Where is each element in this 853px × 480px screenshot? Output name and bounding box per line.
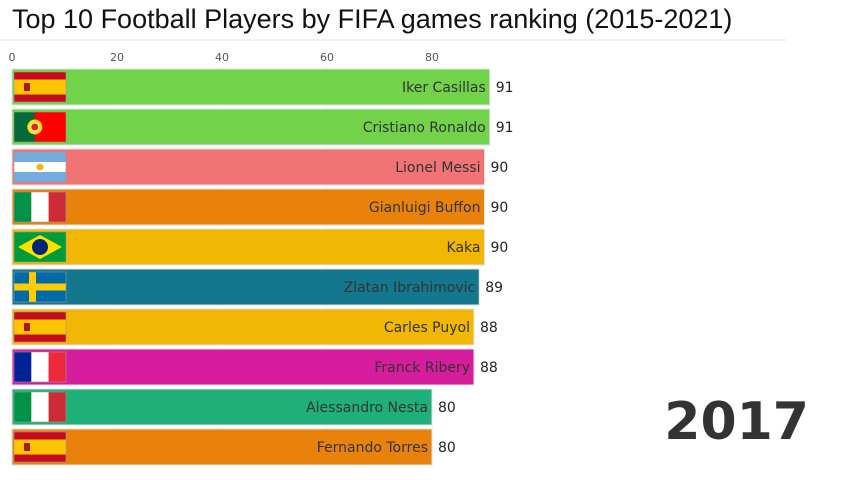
- bar: [11, 388, 433, 426]
- bar-category-label: Carles Puyol: [384, 320, 470, 336]
- flag-italy-icon: [13, 391, 67, 423]
- x-tick-label: 80: [425, 51, 439, 64]
- x-tick-label: 20: [110, 51, 124, 64]
- flag-argentina-icon: [13, 151, 67, 183]
- bar-value-label: 90: [491, 200, 509, 216]
- bar-value-label: 88: [480, 320, 498, 336]
- x-tick-label: 0: [9, 51, 16, 64]
- bar: [11, 228, 485, 266]
- bar-value-label: 91: [496, 120, 514, 136]
- flag-france-icon: [13, 351, 67, 383]
- flag-portugal-icon: [13, 111, 67, 143]
- bar-value-label: 80: [438, 440, 456, 456]
- bar-value-label: 90: [491, 240, 509, 256]
- bar-value-label: 88: [480, 360, 498, 376]
- bar-row: Fernando Torres 80: [11, 428, 456, 466]
- bar-value-label: 90: [491, 160, 509, 176]
- bar-category-label: Franck Ribery: [374, 360, 470, 376]
- bar: [11, 308, 475, 346]
- bar-category-label: Cristiano Ronaldo: [363, 120, 486, 136]
- bar: [11, 108, 491, 146]
- year-label: 2017: [664, 392, 809, 452]
- bar-row: Carles Puyol 88: [11, 308, 498, 346]
- bar-category-label: Gianluigi Buffon: [369, 200, 481, 216]
- bar: [11, 148, 485, 186]
- flag-brazil-icon: [13, 231, 67, 263]
- chart-title: Top 10 Football Players by FIFA games ra…: [12, 4, 733, 34]
- bar-row: Franck Ribery 88: [11, 348, 498, 386]
- bar-category-label: Kaka: [447, 240, 481, 256]
- bar-category-label: Fernando Torres: [317, 440, 428, 456]
- bar-value-label: 91: [496, 80, 514, 96]
- flag-italy-icon: [13, 191, 67, 223]
- bar: [11, 188, 485, 226]
- bar-category-label: Zlatan Ibrahimovic: [344, 280, 476, 296]
- flag-sweden-icon: [13, 271, 67, 303]
- bar-category-label: Iker Casillas: [402, 80, 486, 96]
- bar-row: Iker Casillas 91: [11, 68, 514, 106]
- bar-row: Gianluigi Buffon 90: [11, 188, 509, 226]
- bar-row: Zlatan Ibrahimovic 89: [11, 268, 503, 306]
- bar-row: Lionel Messi 90: [11, 148, 509, 186]
- bar-value-label: 80: [438, 400, 456, 416]
- x-tick-label: 60: [320, 51, 334, 64]
- bar-category-label: Alessandro Nesta: [306, 400, 428, 416]
- bar-value-label: 89: [485, 280, 503, 296]
- bar-row: Cristiano Ronaldo 91: [11, 108, 514, 146]
- flag-spain-icon: [13, 431, 67, 463]
- bar-row: Alessandro Nesta 80: [11, 388, 456, 426]
- flag-spain-icon: [13, 71, 67, 103]
- bar: [11, 428, 433, 466]
- bar: [11, 68, 491, 106]
- bar: [11, 268, 480, 306]
- bar: [11, 348, 475, 386]
- x-tick-label: 40: [215, 51, 229, 64]
- bar-category-label: Lionel Messi: [395, 160, 480, 176]
- flag-spain-icon: [13, 311, 67, 343]
- bar-row: Kaka 90: [11, 228, 509, 266]
